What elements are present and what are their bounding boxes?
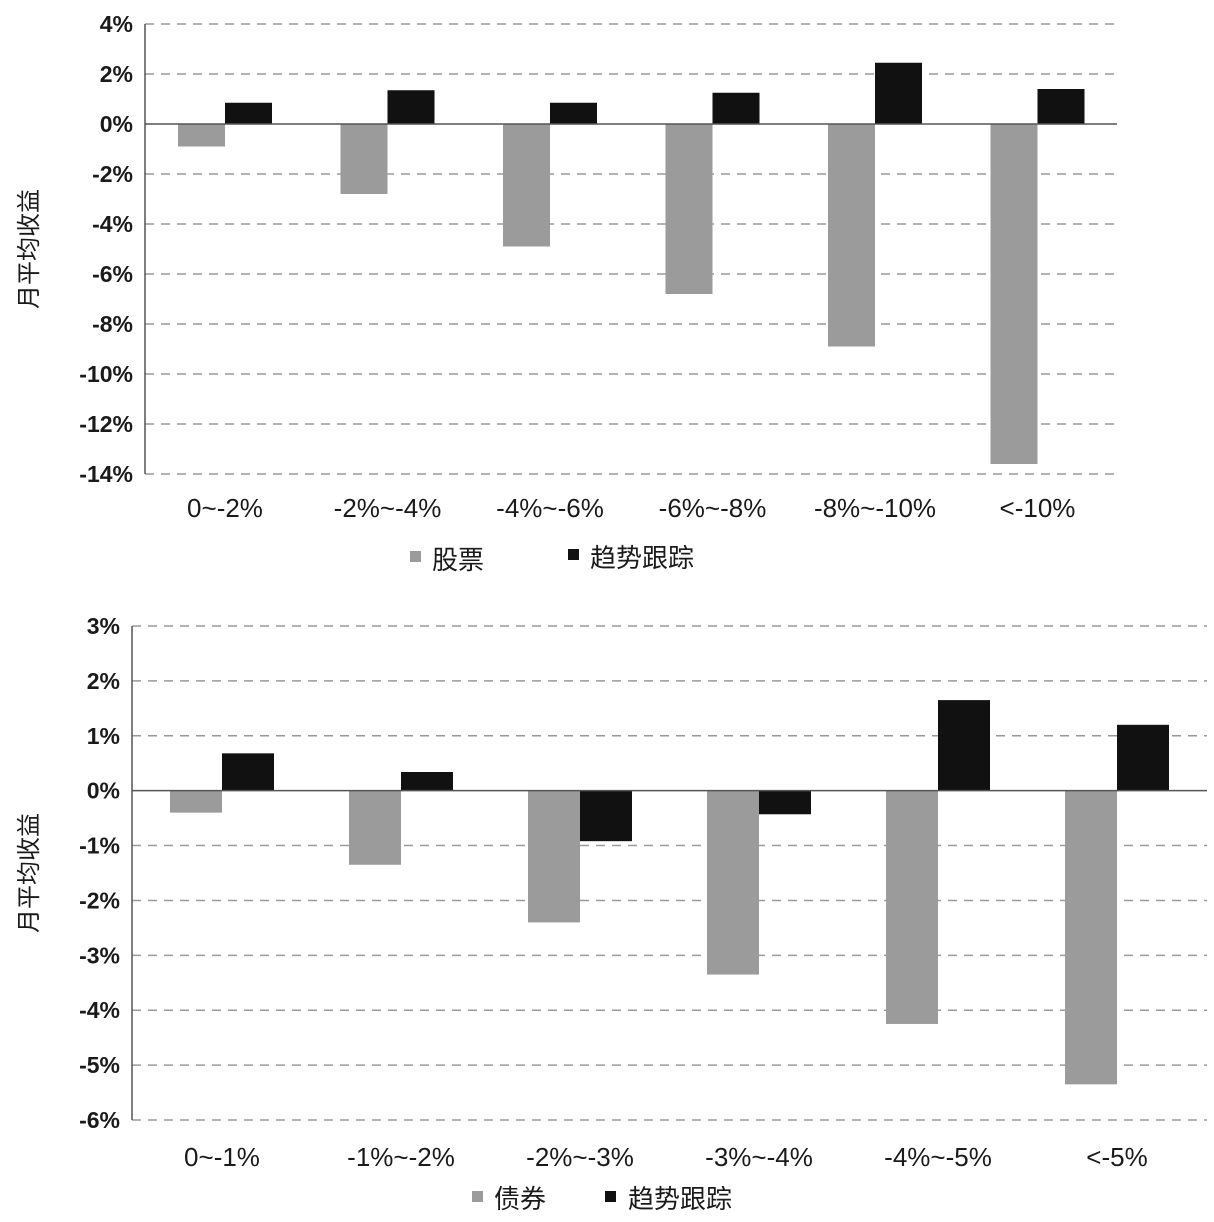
x-category-label: -4%~-5% [884, 1142, 992, 1172]
y-tick-label: -3% [79, 942, 120, 968]
y-axis-label: 月平均收益 [15, 813, 43, 933]
bar-asset-1 [340, 124, 388, 194]
bar-trend-0 [222, 753, 274, 791]
bar-asset-2 [503, 124, 550, 247]
grid-lines [145, 23, 1117, 475]
y-tick-label: 0% [87, 778, 120, 804]
legend-label-bonds: 债券 [494, 1185, 546, 1215]
y-tick-label: 3% [87, 613, 120, 639]
legend: 债券 趋势跟踪 [472, 1185, 732, 1215]
x-category-label: -6%~-8% [659, 493, 767, 523]
x-category-label: -1%~-2% [347, 1142, 455, 1172]
legend-label-trend: 趋势跟踪 [628, 1185, 732, 1215]
x-categories: 0~-2% -2%~-4% -4%~-6% -6%~-8% -8%~-10% <-10% [187, 493, 1075, 523]
bars [170, 700, 1169, 1085]
bar-trend-3 [759, 790, 811, 815]
bar-trend-3 [712, 92, 760, 124]
y-tick-label: 1% [87, 723, 120, 749]
bar-trend-5 [1037, 89, 1085, 124]
bar-trend-5 [1117, 724, 1169, 791]
bar-asset-5 [1065, 790, 1117, 1085]
bar-trend-1 [401, 772, 453, 791]
bar-asset-0 [170, 790, 222, 813]
x-category-label: -2%~-3% [526, 1142, 634, 1172]
bar-trend-4 [875, 62, 922, 124]
x-category-label: -4%~-6% [496, 493, 604, 523]
legend-label-trend: 趋势跟踪 [590, 544, 694, 574]
x-category-label: -2%~-4% [334, 493, 442, 523]
legend-swatch-trend [568, 549, 579, 560]
legend-swatch-stocks [410, 551, 421, 562]
chart-returns-vs-stocks: 4% 2% 0% -2% -4% -6% -8% -10% -12% -14% 0~-2% -2%~… [15, 11, 1117, 576]
bar-asset-5 [990, 124, 1038, 464]
bar-asset-3 [707, 790, 759, 975]
x-category-label: 0~-1% [184, 1142, 260, 1172]
x-categories: 0~-1% -1%~-2% -2%~-3% -3%~-4% -4%~-5% <-5% [184, 1142, 1148, 1172]
legend: 股票 趋势跟踪 [410, 544, 694, 576]
y-tick-label: -10% [79, 361, 133, 387]
legend-swatch-bonds [472, 1191, 483, 1202]
x-category-label: -8%~-10% [814, 493, 936, 523]
y-tick-label: -2% [92, 161, 133, 187]
y-tick-label: 2% [100, 61, 133, 87]
y-tick-label: 2% [87, 668, 120, 694]
bar-asset-0 [178, 124, 225, 147]
y-tick-label: -1% [79, 833, 120, 859]
bar-asset-3 [665, 124, 713, 294]
x-category-label: -3%~-4% [705, 1142, 813, 1172]
y-tick-label: -5% [79, 1052, 120, 1078]
bars [178, 62, 1085, 464]
bar-asset-4 [886, 790, 938, 1024]
x-category-label: 0~-2% [187, 493, 263, 523]
y-ticks: 3% 2% 1% 0% -1% -2% -3% -4% -5% -6% [79, 613, 120, 1133]
legend-label-stocks: 股票 [432, 546, 484, 576]
y-ticks: 4% 2% 0% -2% -4% -6% -8% -10% -12% -14% [79, 11, 133, 487]
x-category-label: <-5% [1086, 1142, 1147, 1172]
y-tick-label: -14% [79, 461, 133, 487]
y-tick-label: 0% [100, 111, 133, 137]
bar-asset-2 [528, 790, 580, 923]
y-tick-label: -6% [92, 261, 133, 287]
bar-trend-2 [550, 102, 597, 124]
bar-asset-1 [349, 790, 401, 865]
bar-trend-2 [580, 790, 632, 842]
grid-lines [132, 625, 1207, 1121]
bar-trend-0 [225, 102, 272, 124]
y-tick-label: -8% [92, 311, 133, 337]
y-axis-label: 月平均收益 [15, 189, 43, 309]
y-tick-label: -4% [92, 211, 133, 237]
bar-asset-4 [828, 124, 875, 347]
legend-swatch-trend [605, 1191, 616, 1202]
chart-returns-vs-bonds: 3% 2% 1% 0% -1% -2% -3% -4% -5% -6% 0~-1% -1%~-2% -… [15, 613, 1207, 1215]
y-tick-label: 4% [100, 11, 133, 37]
y-tick-label: -2% [79, 887, 120, 913]
y-tick-label: -4% [79, 997, 120, 1023]
x-category-label: <-10% [1000, 493, 1076, 523]
y-tick-label: -12% [79, 411, 133, 437]
y-tick-label: -6% [79, 1107, 120, 1133]
bar-trend-1 [387, 90, 435, 124]
bar-trend-4 [938, 700, 990, 791]
